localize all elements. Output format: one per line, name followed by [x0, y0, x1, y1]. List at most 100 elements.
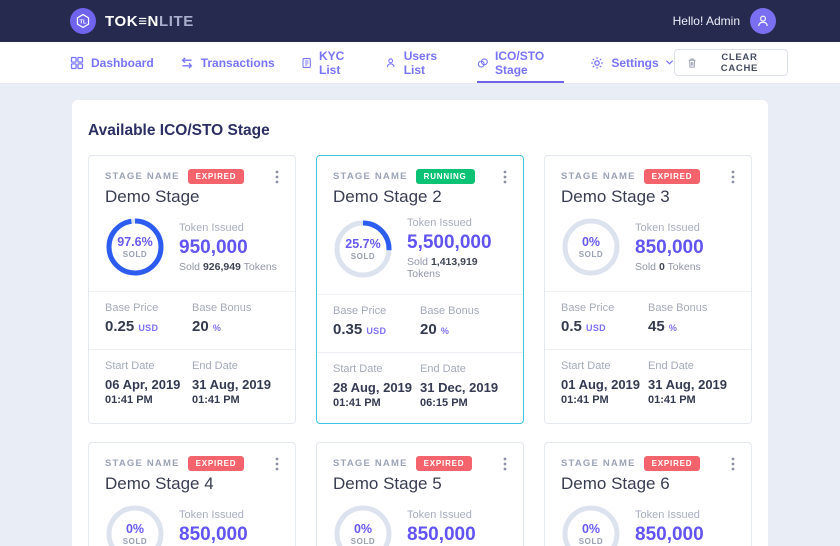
start-date-value: 01 Aug, 2019 01:41 PM: [561, 377, 641, 406]
kebab-menu-icon: [275, 457, 279, 471]
sold-progress-ring: 0% SOLD: [561, 217, 621, 277]
stage-title: Demo Stage: [105, 187, 200, 206]
users-list-icon: [387, 57, 395, 67]
token-issued-label: Token Issued: [179, 221, 244, 234]
token-issued-label: Token Issued: [407, 217, 472, 229]
start-date-value: 28 Aug, 2019 01:41 PM: [333, 380, 413, 409]
stage-card: STAGE NAME EXPIRED Demo Stage 5 0% S: [316, 442, 524, 546]
nav-item-ico-sto-stage[interactable]: ICO/STO Stage: [476, 42, 565, 83]
sold-word: SOLD: [578, 537, 604, 546]
brand: TL TOK≡NLITE: [70, 8, 194, 34]
stage-title: Demo Stage 6: [561, 474, 670, 493]
card-header: STAGE NAME RUNNING Demo Stage 2: [317, 156, 523, 207]
stage-card: STAGE NAME EXPIRED Demo Stage 3 0% S: [544, 155, 752, 424]
sold-percent: 0%: [581, 235, 601, 249]
progress-section: 0% SOLD Token Issued 850,000 Sold 0 Toke…: [89, 494, 295, 546]
nav-item-kyc-list[interactable]: KYC List: [301, 42, 360, 83]
card-menu-button[interactable]: [271, 455, 283, 478]
sold-word: SOLD: [122, 537, 148, 546]
user-avatar[interactable]: [750, 8, 776, 34]
stage-name-label: STAGE NAME: [105, 457, 180, 469]
ico-sto-stage-icon: [477, 57, 488, 68]
stage-title: Demo Stage 4: [105, 474, 214, 493]
nav-label: Transactions: [200, 55, 275, 70]
token-issued-label: Token Issued: [179, 508, 244, 521]
stage-grid: STAGE NAME EXPIRED Demo Stage 97.6%: [72, 155, 768, 546]
price-section: Base Price 0.5 USD Base Bonus 45 %: [545, 291, 751, 349]
stage-card: STAGE NAME EXPIRED Demo Stage 4 0% S: [88, 442, 296, 546]
dashboard-icon: [70, 56, 84, 69]
nav-label: KYC List: [319, 48, 345, 77]
price-section: Base Price 0.35 USD Base Bonus 20 %: [317, 294, 523, 352]
dates-section: Start Date 06 Apr, 2019 01:41 PM End Dat…: [89, 349, 295, 420]
sold-word: SOLD: [350, 251, 376, 261]
stage-name-label: STAGE NAME: [561, 170, 636, 182]
topbar: TL TOK≡NLITE Hello! Admin: [0, 0, 840, 42]
content-area: Available ICO/STO Stage STAGE NAME EXPIR…: [0, 100, 840, 546]
sold-tokens-line: Sold 926,949 Tokens: [179, 260, 277, 273]
nav-label: Dashboard: [91, 55, 154, 70]
end-date-value: 31 Aug, 2019 01:41 PM: [192, 377, 272, 406]
base-bonus-value: 20 %: [192, 318, 222, 335]
tokenlite-logo-icon: TL: [70, 8, 96, 34]
progress-arc: [334, 220, 392, 277]
kebab-menu-icon: [731, 170, 735, 184]
status-badge: RUNNING: [415, 168, 475, 184]
brand-wordmark: TOK≡NLITE: [105, 12, 194, 30]
kebab-menu-icon: [503, 170, 507, 184]
token-issued-value: 5,500,000: [407, 232, 492, 253]
base-bonus-label: Base Bonus: [192, 302, 252, 314]
start-date-label: Start Date: [561, 360, 611, 372]
stage-name-label: STAGE NAME: [105, 170, 180, 182]
kebab-menu-icon: [275, 170, 279, 184]
base-price-label: Base Price: [105, 302, 159, 314]
sold-progress-ring: 25.7% SOLD: [333, 219, 393, 279]
progress-section: 0% SOLD Token Issued 850,000 Sold 0 Toke…: [545, 207, 751, 291]
nav-item-transactions[interactable]: Transactions: [180, 42, 275, 83]
stage-title: Demo Stage 5: [333, 474, 442, 493]
progress-section: 97.6% SOLD Token Issued 950,000 Sold 926…: [89, 207, 295, 291]
base-price-label: Base Price: [561, 302, 615, 314]
nav-item-users-list[interactable]: Users List: [385, 42, 450, 83]
sold-percent: 97.6%: [117, 235, 153, 249]
sold-progress-ring: 0% SOLD: [333, 504, 393, 546]
token-issued-value: 850,000: [635, 523, 704, 545]
stage-panel: Available ICO/STO Stage STAGE NAME EXPIR…: [72, 100, 768, 546]
base-price-label: Base Price: [333, 305, 387, 317]
base-bonus-value: 45 %: [648, 318, 678, 335]
sold-progress-ring: 0% SOLD: [561, 504, 621, 546]
nav-item-settings[interactable]: Settings: [590, 42, 673, 83]
card-menu-button[interactable]: [727, 455, 739, 478]
base-bonus-label: Base Bonus: [648, 302, 708, 314]
card-header: STAGE NAME EXPIRED Demo Stage 5: [317, 443, 523, 494]
card-menu-button[interactable]: [727, 168, 739, 191]
card-menu-button[interactable]: [271, 168, 283, 191]
progress-section: 0% SOLD Token Issued 850,000 Sold 0 Toke…: [317, 494, 523, 546]
dates-section: Start Date 28 Aug, 2019 01:41 PM End Dat…: [317, 352, 523, 423]
price-section: Base Price 0.25 USD Base Bonus 20 %: [89, 291, 295, 349]
sold-tokens-line: Sold 1,413,919 Tokens: [407, 256, 478, 280]
card-menu-button[interactable]: [499, 168, 511, 191]
token-issued-value: 950,000: [179, 236, 248, 258]
nav-items: Dashboard Transactions KYC List Users Li…: [70, 42, 674, 83]
nav-item-dashboard[interactable]: Dashboard: [70, 42, 154, 83]
card-menu-button[interactable]: [499, 455, 511, 478]
dates-section: Start Date 01 Aug, 2019 01:41 PM End Dat…: [545, 349, 751, 420]
sold-word: SOLD: [350, 537, 376, 546]
sold-percent: 0%: [353, 522, 373, 536]
card-header: STAGE NAME EXPIRED Demo Stage 3: [545, 156, 751, 207]
token-issued-value: 850,000: [179, 523, 248, 545]
user-area: Hello! Admin: [673, 8, 776, 34]
sold-progress-ring: 97.6% SOLD: [105, 217, 165, 277]
progress-section: 25.7% SOLD Token Issued 5,500,000 Sold 1…: [317, 207, 523, 294]
base-price-value: 0.35 USD: [333, 321, 387, 338]
sold-progress-ring: 0% SOLD: [105, 504, 165, 546]
card-header: STAGE NAME EXPIRED Demo Stage 4: [89, 443, 295, 494]
status-badge: EXPIRED: [187, 455, 245, 471]
clear-cache-button[interactable]: CLEAR CACHE: [673, 49, 788, 76]
start-date-label: Start Date: [105, 360, 155, 372]
stage-card: STAGE NAME EXPIRED Demo Stage 97.6%: [88, 155, 296, 424]
token-issued-label: Token Issued: [635, 221, 700, 234]
token-issued-value: 850,000: [635, 236, 704, 258]
card-header: STAGE NAME EXPIRED Demo Stage: [89, 156, 295, 207]
